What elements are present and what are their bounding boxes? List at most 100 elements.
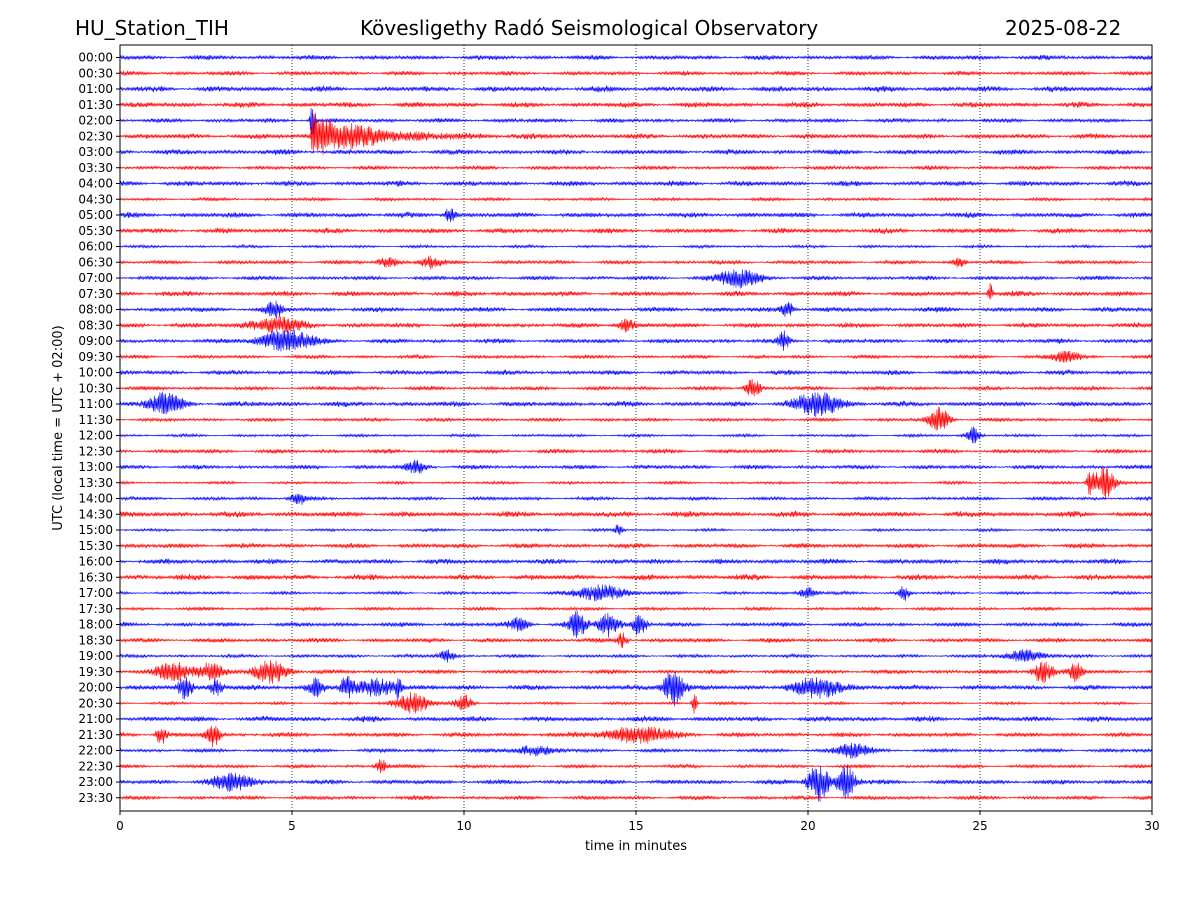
trace-row xyxy=(119,605,1153,612)
y-tick-label: 05:00 xyxy=(78,208,113,222)
trace-row xyxy=(119,632,1153,649)
y-tick-label: 00:30 xyxy=(78,66,113,80)
trace-row xyxy=(119,542,1153,549)
trace-row xyxy=(119,300,1153,319)
y-tick-label: 14:00 xyxy=(78,492,113,506)
y-tick-label: 11:00 xyxy=(78,397,113,411)
y-tick-label: 18:00 xyxy=(78,618,113,632)
trace-row xyxy=(119,316,1153,333)
trace-row xyxy=(119,269,1153,289)
trace-row xyxy=(119,466,1153,500)
x-tick-label: 30 xyxy=(1144,819,1159,833)
trace-row xyxy=(119,765,1153,802)
y-tick-label: 18:30 xyxy=(78,633,113,647)
trace-row xyxy=(119,610,1153,639)
x-axis-label: time in minutes xyxy=(585,839,687,854)
y-tick-label: 23:00 xyxy=(78,775,113,789)
trace-row xyxy=(119,794,1153,801)
y-tick-label: 03:00 xyxy=(78,145,113,159)
x-tick-label: 15 xyxy=(628,819,643,833)
trace-row xyxy=(119,243,1153,250)
y-tick-label: 09:00 xyxy=(78,334,113,348)
y-tick-label: 14:30 xyxy=(78,507,113,521)
trace-row xyxy=(119,164,1153,171)
y-tick-label: 17:00 xyxy=(78,586,113,600)
y-tick-label: 10:30 xyxy=(78,381,113,395)
y-tick-label: 06:00 xyxy=(78,240,113,254)
trace-row xyxy=(119,148,1152,156)
y-tick-label: 06:30 xyxy=(78,255,113,269)
observatory-title: Kövesligethy Radó Seismological Observat… xyxy=(360,16,819,40)
trace-row xyxy=(119,692,1153,714)
y-tick-label: 12:00 xyxy=(78,429,113,443)
trace-row xyxy=(119,671,1153,707)
trace-row xyxy=(119,208,1153,223)
trace-row xyxy=(119,510,1153,518)
y-tick-label: 09:30 xyxy=(78,350,113,364)
trace-row xyxy=(119,391,1153,417)
trace-row xyxy=(119,426,1153,444)
trace-row xyxy=(119,448,1153,455)
y-tick-label: 04:30 xyxy=(78,192,113,206)
date-title: 2025-08-22 xyxy=(1005,16,1122,40)
y-tick-label: 05:30 xyxy=(78,224,113,238)
y-tick-label: 13:00 xyxy=(78,460,113,474)
trace-row xyxy=(119,255,1153,270)
y-axis-label: UTC (local time = UTC + 02:00) xyxy=(51,325,66,530)
trace-row xyxy=(119,649,1153,663)
grid-lines xyxy=(291,45,981,811)
y-tick-label: 23:30 xyxy=(78,791,113,805)
trace-row xyxy=(119,329,1153,352)
y-tick-label: 07:00 xyxy=(78,271,113,285)
y-tick-label: 22:00 xyxy=(78,744,113,758)
y-tick-label: 17:30 xyxy=(78,602,113,616)
trace-row xyxy=(119,282,1153,300)
trace-row xyxy=(119,493,1153,505)
y-tick-label: 08:30 xyxy=(78,318,113,332)
trace-row xyxy=(119,85,1153,93)
trace-row xyxy=(119,524,1153,536)
y-tick-label: 21:00 xyxy=(78,712,113,726)
x-tick-label: 10 xyxy=(456,819,471,833)
y-tick-label: 10:00 xyxy=(78,366,113,380)
trace-row xyxy=(119,107,1153,136)
y-tick-label: 04:00 xyxy=(78,177,113,191)
trace-row xyxy=(119,558,1153,565)
trace-row xyxy=(119,459,1153,474)
trace-row xyxy=(119,113,1153,155)
trace-row xyxy=(119,715,1153,723)
y-tick-label: 15:00 xyxy=(78,523,113,537)
x-axis-ticks: 0 5 10 15 20 25 30 xyxy=(116,811,1160,833)
trace-row xyxy=(119,101,1153,108)
trace-row xyxy=(119,350,1153,363)
trace-row xyxy=(119,70,1153,77)
y-tick-label: 19:30 xyxy=(78,665,113,679)
trace-row xyxy=(119,378,1153,397)
y-tick-label: 13:30 xyxy=(78,476,113,490)
y-tick-label: 02:00 xyxy=(78,114,113,128)
y-tick-label: 11:30 xyxy=(78,413,113,427)
x-tick-label: 5 xyxy=(288,819,296,833)
y-tick-label: 16:30 xyxy=(78,570,113,584)
y-tick-label: 16:00 xyxy=(78,555,113,569)
y-tick-label: 00:00 xyxy=(78,51,113,65)
y-tick-label: 02:30 xyxy=(78,129,113,143)
y-tick-label: 08:00 xyxy=(78,303,113,317)
trace-row xyxy=(119,227,1153,235)
y-tick-label: 01:00 xyxy=(78,82,113,96)
trace-row xyxy=(119,584,1153,602)
y-tick-label: 21:30 xyxy=(78,728,113,742)
y-tick-label: 22:30 xyxy=(78,759,113,773)
trace-row xyxy=(119,180,1153,187)
y-tick-label: 20:00 xyxy=(78,681,113,695)
y-tick-label: 20:30 xyxy=(78,696,113,710)
seismogram-traces xyxy=(119,54,1153,802)
x-tick-label: 25 xyxy=(972,819,987,833)
trace-row xyxy=(119,573,1153,581)
station-title: HU_Station_TIH xyxy=(75,16,229,40)
y-tick-label: 03:30 xyxy=(78,161,113,175)
trace-row xyxy=(119,196,1153,203)
x-tick-label: 20 xyxy=(800,819,815,833)
